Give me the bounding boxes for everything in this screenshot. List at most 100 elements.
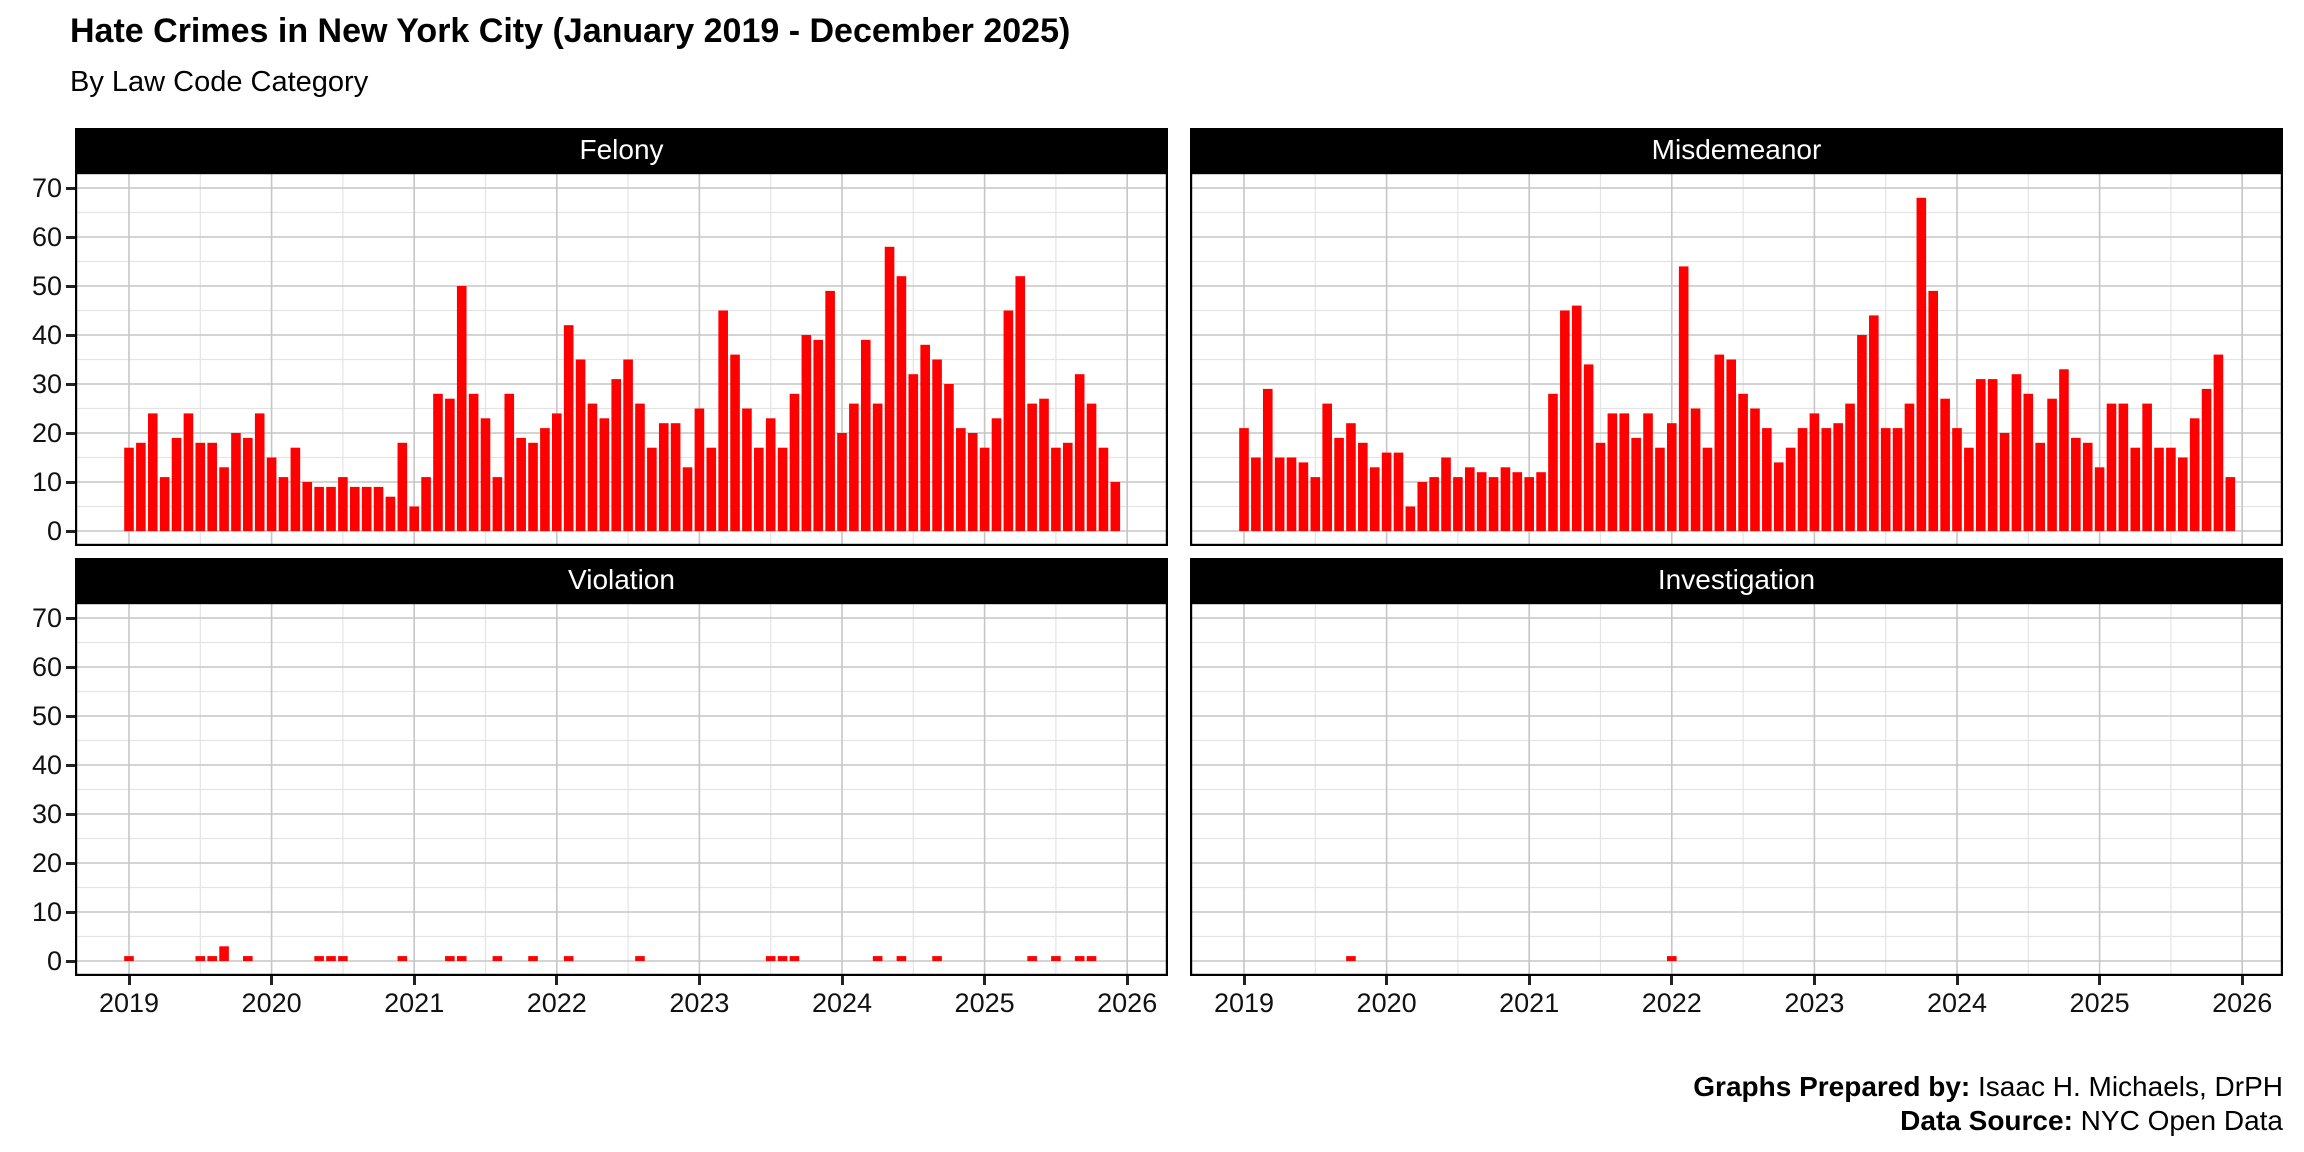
- bar: [2082, 442, 2093, 531]
- y-tick-mark: [66, 186, 75, 190]
- bar: [1074, 956, 1085, 961]
- x-tick-mark: [412, 976, 416, 985]
- bar: [1643, 413, 1653, 531]
- figure-footer: Graphs Prepared by: Isaac H. Michaels, D…: [1693, 1070, 2283, 1138]
- bar: [730, 354, 740, 531]
- y-tick-label: 50: [31, 271, 62, 301]
- bar: [136, 442, 146, 531]
- y-tick-mark: [66, 910, 75, 914]
- x-tick-mark: [1670, 976, 1674, 985]
- bar: [314, 956, 324, 961]
- bar: [979, 447, 990, 531]
- bar: [837, 433, 847, 531]
- x-tick-label: 2026: [2212, 988, 2273, 1018]
- y-tick-label: 50: [31, 701, 62, 731]
- bar: [1358, 442, 1368, 531]
- bar: [991, 418, 1002, 531]
- bar: [2047, 398, 2057, 531]
- bar: [635, 403, 645, 531]
- facet-panel-felony: [74, 171, 1169, 547]
- bar: [2154, 447, 2164, 531]
- facet-strip-misdemeanor: Misdemeanor: [1190, 128, 2283, 172]
- bar: [171, 437, 182, 531]
- bar: [742, 408, 752, 531]
- gridlines: [1190, 602, 2283, 976]
- bar: [956, 428, 966, 531]
- bar: [124, 956, 134, 961]
- bar: [456, 956, 467, 961]
- bar: [563, 956, 574, 961]
- bar: [147, 413, 158, 531]
- x-tick-mark: [840, 976, 844, 985]
- facet-plot-investigation: [1189, 601, 2284, 977]
- x-tick-label: 2019: [1213, 988, 1275, 1018]
- bar: [1821, 428, 1832, 531]
- x-tick-mark: [127, 976, 131, 985]
- bar: [2130, 447, 2141, 531]
- bar: [1015, 276, 1026, 531]
- x-tick-mark: [1955, 976, 1959, 985]
- bar: [219, 467, 229, 531]
- bar: [1346, 423, 1356, 531]
- bar: [944, 384, 954, 531]
- bar: [1845, 403, 1855, 531]
- bar: [789, 956, 800, 961]
- bar: [849, 403, 859, 531]
- bar: [872, 956, 883, 961]
- data-source-line: Data Source: NYC Open Data: [1900, 1105, 2283, 1136]
- facet-strip-label: Misdemeanor: [1651, 134, 1822, 165]
- bar: [1110, 482, 1121, 531]
- bar: [1262, 388, 1273, 531]
- bar: [243, 956, 253, 961]
- bar: [1027, 956, 1037, 961]
- bar: [575, 359, 586, 531]
- y-tick-label: 70: [31, 173, 62, 203]
- bar: [1952, 428, 1962, 531]
- bar: [670, 423, 681, 531]
- bar: [908, 374, 919, 531]
- bar: [1086, 403, 1097, 531]
- bars-misdemeanor: [1239, 197, 2236, 532]
- bar: [1560, 310, 1570, 531]
- facet-strip-felony: Felony: [75, 128, 1168, 172]
- bar: [1098, 447, 1109, 531]
- bar: [2213, 354, 2224, 531]
- y-tick-mark: [66, 382, 75, 386]
- bar: [468, 393, 479, 531]
- bar: [896, 956, 907, 961]
- y-tick-label: 0: [46, 516, 62, 546]
- bar: [326, 486, 336, 531]
- bar: [528, 956, 538, 961]
- bar: [1524, 477, 1534, 531]
- bar: [1583, 364, 1594, 531]
- bar: [528, 442, 538, 531]
- x-tick-label: 2019: [98, 988, 160, 1018]
- bar: [1892, 428, 1903, 531]
- bar: [718, 310, 728, 531]
- bar: [1714, 354, 1725, 531]
- y-tick-mark: [66, 714, 75, 718]
- bar: [183, 413, 194, 531]
- gridlines: [1190, 172, 2283, 546]
- bar: [2201, 388, 2212, 531]
- x-tick-label: 2024: [1926, 988, 1988, 1018]
- bar: [1027, 403, 1037, 531]
- bar: [872, 403, 883, 531]
- bar: [765, 956, 776, 961]
- bar: [254, 413, 265, 531]
- bar: [1595, 442, 1606, 531]
- bar: [682, 467, 693, 531]
- bar: [1405, 506, 1416, 531]
- y-tick-label: 70: [31, 603, 62, 633]
- bar: [896, 276, 907, 531]
- facet-plot-violation: [74, 601, 1169, 977]
- x-tick-mark: [983, 976, 987, 985]
- bar: [932, 359, 942, 531]
- bar: [1773, 462, 1784, 531]
- bars-investigation: [1346, 956, 1677, 961]
- bar: [2177, 457, 2188, 531]
- facet-panel-investigation: [1189, 601, 2284, 977]
- x-tick-label: 2021: [384, 988, 445, 1018]
- facet-strip-label: Violation: [568, 564, 675, 595]
- y-tick-mark: [66, 812, 75, 816]
